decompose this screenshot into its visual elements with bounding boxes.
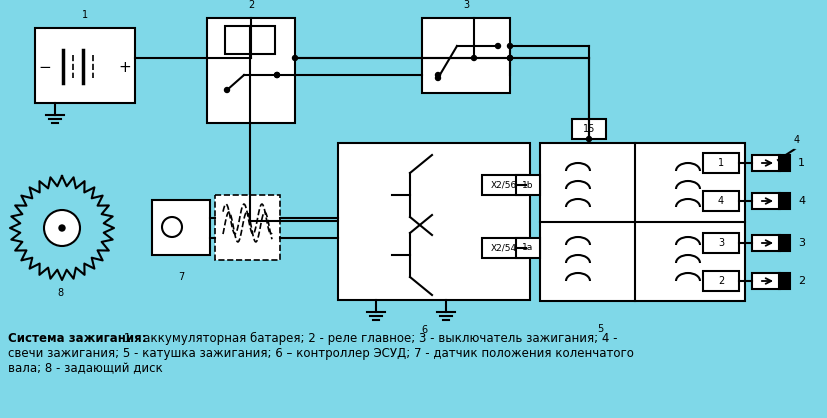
Text: X2/54: X2/54 xyxy=(490,244,516,252)
Text: Система зажигания:: Система зажигания: xyxy=(8,332,146,345)
Bar xyxy=(702,271,739,291)
Text: 1a: 1a xyxy=(522,244,533,252)
Bar xyxy=(778,235,789,251)
Bar xyxy=(35,28,135,103)
Bar xyxy=(751,273,779,289)
Circle shape xyxy=(457,0,475,14)
Circle shape xyxy=(76,6,94,24)
Bar xyxy=(702,153,739,173)
Bar xyxy=(539,143,744,301)
Text: X2/56: X2/56 xyxy=(490,181,517,189)
Circle shape xyxy=(586,137,590,142)
Bar xyxy=(515,175,539,195)
Text: 1: 1 xyxy=(717,158,723,168)
Circle shape xyxy=(507,56,512,61)
Text: +: + xyxy=(118,61,131,76)
Bar xyxy=(778,155,789,171)
Bar xyxy=(515,238,539,258)
Bar xyxy=(751,193,779,209)
Bar xyxy=(702,233,739,253)
Circle shape xyxy=(787,131,805,149)
Text: 15: 15 xyxy=(582,124,595,134)
Bar xyxy=(215,195,280,260)
Circle shape xyxy=(471,56,476,61)
Circle shape xyxy=(495,43,500,48)
Circle shape xyxy=(224,87,229,92)
Text: 2: 2 xyxy=(247,0,254,10)
Text: 1b: 1b xyxy=(522,181,533,189)
Circle shape xyxy=(51,284,69,302)
Circle shape xyxy=(292,56,297,61)
Circle shape xyxy=(162,217,182,237)
Bar xyxy=(571,119,605,139)
Bar xyxy=(337,143,529,300)
Text: 5: 5 xyxy=(596,324,602,334)
Circle shape xyxy=(275,72,280,77)
Circle shape xyxy=(59,225,65,231)
Bar xyxy=(702,191,739,211)
Circle shape xyxy=(172,268,189,286)
Bar xyxy=(152,200,210,255)
Text: 6: 6 xyxy=(420,325,427,335)
Bar xyxy=(778,193,789,209)
Text: свечи зажигания; 5 - катушка зажигания; 6 – контроллер ЭСУД; 7 - датчик положени: свечи зажигания; 5 - катушка зажигания; … xyxy=(8,347,633,360)
Text: 8: 8 xyxy=(57,288,63,298)
Circle shape xyxy=(414,321,433,339)
Text: 4: 4 xyxy=(793,135,799,145)
Bar xyxy=(751,235,779,251)
Text: 1 - аккумуляторная батарея; 2 - реле главное; 3 - выключатель зажигания; 4 -: 1 - аккумуляторная батарея; 2 - реле гла… xyxy=(120,332,617,345)
Text: 4: 4 xyxy=(797,196,804,206)
Circle shape xyxy=(435,72,440,77)
Text: 2: 2 xyxy=(717,276,724,286)
Bar xyxy=(422,18,509,93)
Text: вала; 8 - задающий диск: вала; 8 - задающий диск xyxy=(8,362,163,375)
Circle shape xyxy=(275,72,280,77)
Text: 3: 3 xyxy=(717,238,723,248)
Circle shape xyxy=(44,210,80,246)
Text: 2: 2 xyxy=(797,276,804,286)
Circle shape xyxy=(241,0,260,14)
Bar xyxy=(481,175,525,195)
Bar xyxy=(225,26,275,54)
Bar xyxy=(778,273,789,289)
Circle shape xyxy=(435,76,440,81)
Text: 7: 7 xyxy=(178,272,184,282)
Bar xyxy=(207,18,294,123)
Bar xyxy=(481,238,525,258)
Text: 4: 4 xyxy=(717,196,723,206)
Text: 1: 1 xyxy=(797,158,804,168)
Text: 3: 3 xyxy=(462,0,469,10)
Text: 3: 3 xyxy=(797,238,804,248)
Text: 1: 1 xyxy=(82,10,88,20)
Circle shape xyxy=(507,43,512,48)
Circle shape xyxy=(507,56,512,61)
Bar xyxy=(751,155,779,171)
Circle shape xyxy=(590,320,609,338)
Text: −: − xyxy=(39,61,51,76)
